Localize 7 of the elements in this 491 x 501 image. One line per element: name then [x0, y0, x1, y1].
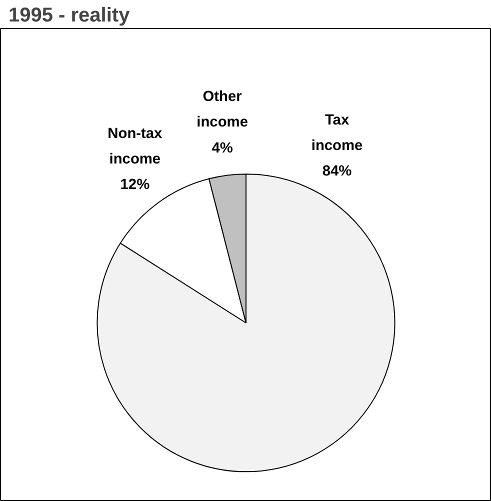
- data-label: 4%: [212, 140, 233, 156]
- data-label: 12%: [120, 177, 150, 194]
- slice-label: Non-tax income: [108, 126, 164, 168]
- chart-title: 1995 - reality: [8, 4, 131, 26]
- slice-label: Other income: [196, 89, 248, 131]
- data-label: 84%: [322, 164, 352, 180]
- slice-label: Tax income: [311, 112, 363, 154]
